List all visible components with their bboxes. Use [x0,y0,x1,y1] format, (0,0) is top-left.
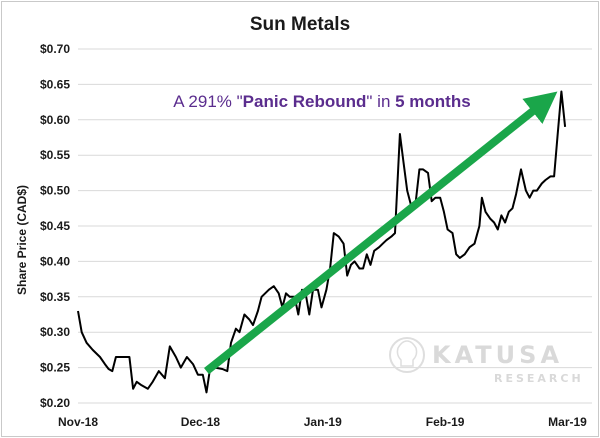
x-tick-label: Mar-19 [548,415,587,429]
katusa-logo-bulb-icon [396,340,418,367]
y-tick-label: $0.40 [40,254,70,268]
x-tick-label: Feb-19 [426,415,465,429]
x-tick-label: Jan-19 [304,415,342,429]
annotation-part: 5 months [395,92,471,111]
y-tick-label: $0.60 [40,113,70,127]
y-tick-label: $0.65 [40,77,70,91]
trend-arrow [204,91,558,375]
y-tick-label: $0.50 [40,184,70,198]
y-tick-label: $0.20 [40,396,70,410]
katusa-logo-icon [389,337,425,373]
x-tick-label: Nov-18 [58,415,98,429]
y-axis-ticks: $0.20 $0.25 $0.30 $0.35 $0.40 $0.45 $0.50 $0.55… [40,42,70,410]
watermark-sub: RESEARCH [494,372,584,385]
gridlines [78,48,592,404]
watermark-name: KATUSA [432,341,563,369]
annotation-part: Panic Rebound [243,92,367,111]
y-tick-label: $0.45 [40,219,70,233]
y-tick-label: $0.55 [40,148,70,162]
price-series-line [77,90,567,394]
y-tick-label: $0.25 [40,361,70,375]
y-tick-label: $0.70 [40,42,70,56]
chart-title: Sun Metals [250,14,350,35]
y-tick-label: $0.35 [40,290,70,304]
x-tick-label: Dec-18 [181,415,221,429]
watermark: KATUSA RESEARCH [389,337,584,385]
y-axis-label: Share Price (CAD$) [15,185,29,295]
annotation-part: " in [366,92,395,111]
annotation-panic-rebound: A 291% "Panic Rebound" in 5 months [173,92,470,111]
annotation-part: A 291% " [173,92,242,111]
x-axis-ticks: Nov-18 Dec-18 Jan-19 Feb-19 Mar-19 [58,415,587,429]
y-tick-label: $0.30 [40,325,70,339]
